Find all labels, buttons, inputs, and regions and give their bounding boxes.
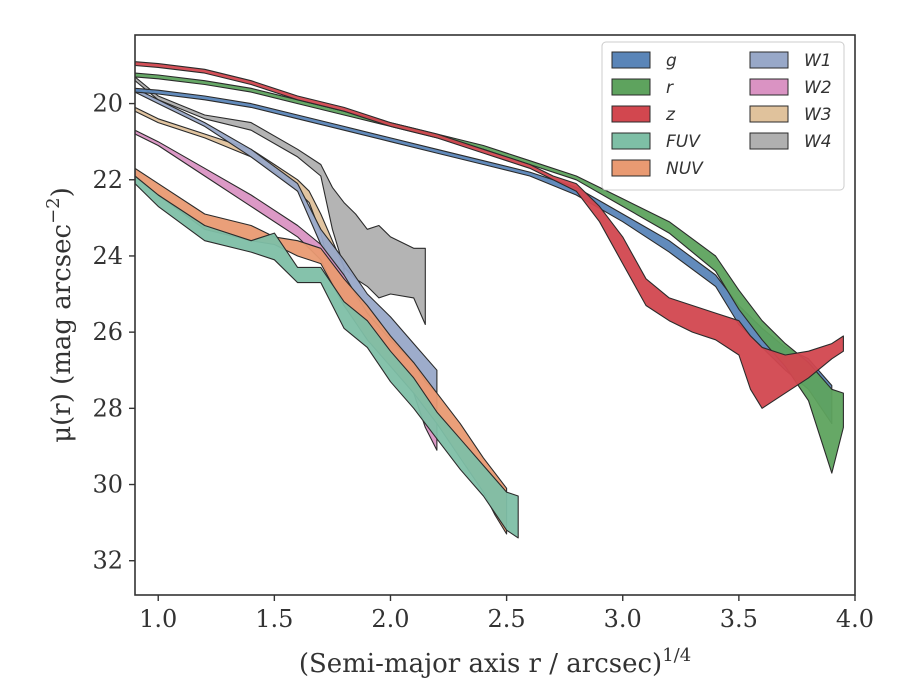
legend-label-z: z xyxy=(665,105,676,125)
y-tick-label: 30 xyxy=(92,471,123,499)
legend-label-g: g xyxy=(666,51,677,71)
x-tick-label: 1.5 xyxy=(255,605,293,633)
legend-swatch-w2 xyxy=(749,78,789,96)
legend-swatch-fuv xyxy=(611,132,651,150)
legend-swatch-w3 xyxy=(749,105,789,123)
legend-swatch-z xyxy=(611,105,651,123)
x-tick-label: 2.5 xyxy=(488,605,526,633)
legend-swatch-w1 xyxy=(749,51,789,69)
legend-swatch-w4 xyxy=(749,132,789,150)
x-tick-label: 1.0 xyxy=(139,605,177,633)
y-tick-label: 24 xyxy=(92,242,123,270)
x-axis-label: (Semi-major axis r / arcsec)1/4 xyxy=(299,645,691,679)
y-axis-label: μ(r) (mag arcsec−2) xyxy=(43,187,77,443)
legend-label-fuv: FUV xyxy=(666,132,701,152)
legend-label-w3: W3 xyxy=(804,105,832,125)
plot-frame xyxy=(134,34,856,596)
x-tick-label: 4.0 xyxy=(836,605,874,633)
y-tick-label: 26 xyxy=(92,318,123,346)
series-band-z xyxy=(135,61,844,409)
x-tick-label: 3.5 xyxy=(720,605,758,633)
legend-label-w4: W4 xyxy=(804,132,832,152)
y-tick-label: 22 xyxy=(92,166,123,194)
legend-label-r: r xyxy=(666,78,674,98)
legend-swatch-nuv xyxy=(611,159,651,177)
series-band-fuv xyxy=(135,175,519,539)
legend-label-w2: W2 xyxy=(804,78,832,98)
y-tick-label: 32 xyxy=(92,547,123,575)
series-band-w2 xyxy=(135,129,438,451)
plot-area xyxy=(135,61,844,539)
legend-label-w1: W1 xyxy=(804,51,832,71)
y-tick-label: 28 xyxy=(92,394,123,422)
series-band-w4 xyxy=(135,76,426,326)
legend-swatch-g xyxy=(611,51,651,69)
y-tick-label: 20 xyxy=(92,90,123,118)
legend-label-nuv: NUV xyxy=(666,159,704,179)
x-tick-label: 3.0 xyxy=(604,605,642,633)
legend: g W1 r W2 z W3 FUV W4 NUV xyxy=(601,41,845,191)
legend-swatch-r xyxy=(611,78,651,96)
axes: 1.0 1.5 2.0 2.5 3.0 3.5 4.0 20 22 24 26 28 30 32 xyxy=(92,34,874,633)
x-tick-label: 2.0 xyxy=(371,605,409,633)
